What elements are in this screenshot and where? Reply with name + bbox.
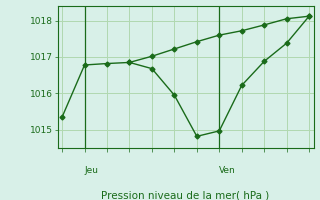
Text: Jeu: Jeu [84, 166, 99, 175]
Text: Ven: Ven [219, 166, 236, 175]
Text: Pression niveau de la mer( hPa ): Pression niveau de la mer( hPa ) [101, 191, 270, 200]
